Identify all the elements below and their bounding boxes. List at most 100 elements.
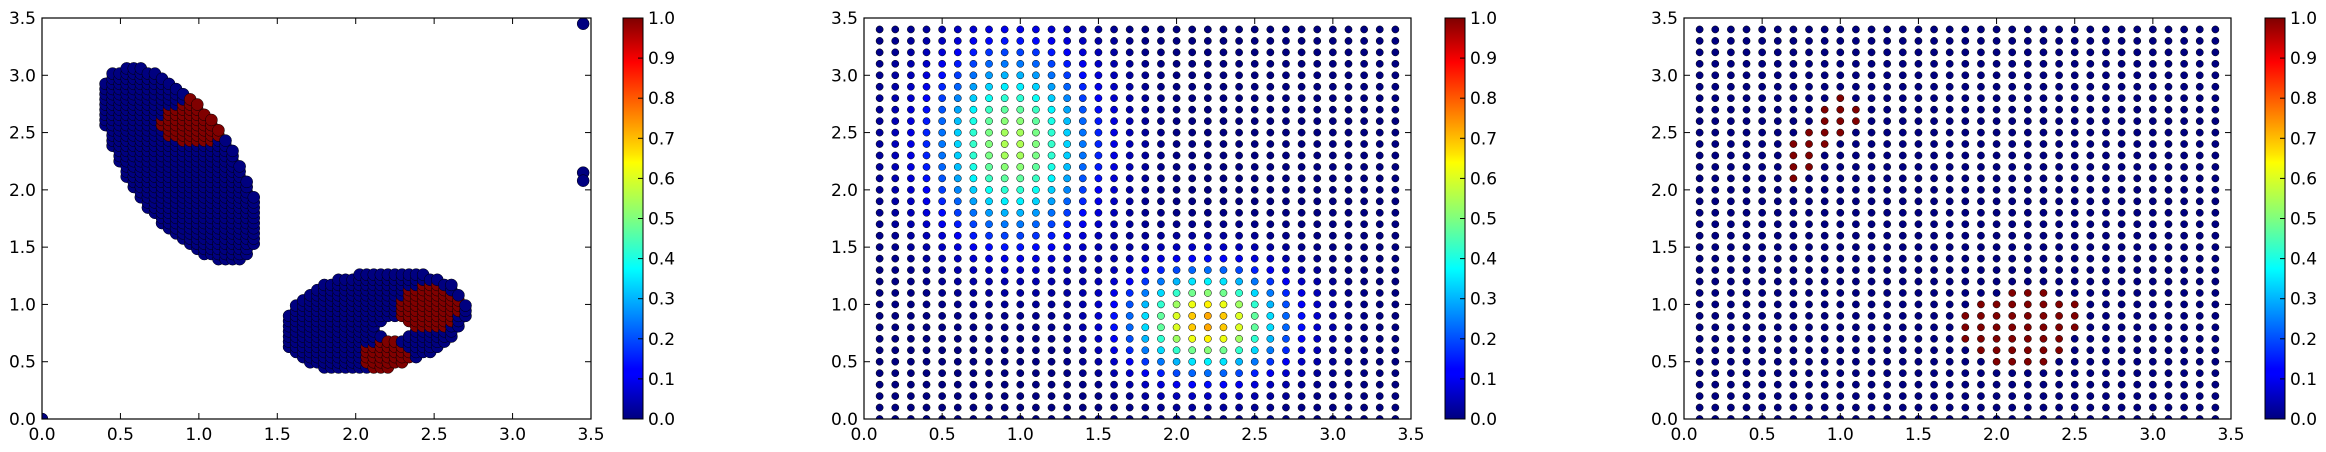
data-point xyxy=(1836,243,1845,251)
data-point xyxy=(1313,266,1322,274)
data-point xyxy=(2133,403,2142,412)
data-point xyxy=(2211,323,2220,332)
data-point xyxy=(938,346,946,355)
data-point xyxy=(1329,71,1337,80)
data-point xyxy=(1250,220,1259,229)
data-point xyxy=(1961,197,1970,206)
data-point xyxy=(1063,380,1072,389)
data-point xyxy=(1219,82,1228,91)
data-point xyxy=(2211,403,2220,412)
data-point xyxy=(1727,380,1735,389)
data-point xyxy=(1727,357,1735,366)
colorbar-tick-label: 0.5 xyxy=(1470,210,1497,230)
data-point xyxy=(875,277,884,286)
data-point xyxy=(2055,140,2063,148)
data-point xyxy=(1789,163,1798,171)
data-point xyxy=(2195,289,2204,297)
data-point xyxy=(1282,289,1290,297)
data-point xyxy=(1063,117,1072,125)
panel-2-plot-area xyxy=(863,17,1412,420)
data-point xyxy=(1820,82,1829,91)
data-point xyxy=(1266,151,1275,160)
data-point xyxy=(1344,323,1353,332)
data-point xyxy=(1250,357,1259,366)
data-point xyxy=(1930,59,1938,68)
data-point xyxy=(1110,369,1118,378)
data-point xyxy=(1313,312,1322,320)
data-point xyxy=(2133,380,2142,389)
data-point xyxy=(1266,94,1275,103)
data-point xyxy=(1297,334,1306,343)
data-point xyxy=(1329,82,1337,91)
colorbar-tick-label: 0.8 xyxy=(1470,89,1497,109)
data-point xyxy=(1141,277,1150,286)
data-point xyxy=(1727,94,1735,103)
data-point xyxy=(1344,128,1353,137)
data-point xyxy=(1047,174,1056,183)
data-point xyxy=(2070,346,2079,355)
data-point xyxy=(1000,277,1009,286)
data-point xyxy=(2195,403,2204,412)
data-point xyxy=(2117,59,2126,68)
data-point xyxy=(2039,140,2048,148)
data-point xyxy=(2149,266,2157,274)
data-point xyxy=(1883,128,1892,137)
data-point xyxy=(1820,220,1829,229)
data-point xyxy=(2023,71,2032,80)
data-point xyxy=(2195,300,2204,309)
data-point xyxy=(1711,128,1720,137)
data-point xyxy=(969,312,978,320)
data-point xyxy=(2055,151,2063,160)
data-point xyxy=(1063,243,1072,251)
data-point xyxy=(1016,71,1025,80)
data-point xyxy=(1945,231,1954,240)
data-point xyxy=(938,369,946,378)
data-point xyxy=(1125,208,1134,217)
data-point xyxy=(2102,403,2110,412)
data-point xyxy=(1992,151,2001,160)
data-point xyxy=(1344,231,1353,240)
data-point xyxy=(1961,231,1970,240)
data-point xyxy=(1219,323,1228,332)
data-point xyxy=(1773,186,1782,194)
data-point xyxy=(1945,140,1954,148)
data-point xyxy=(1016,48,1025,57)
data-point xyxy=(1883,312,1892,320)
data-point xyxy=(922,163,931,171)
data-point xyxy=(2086,277,2095,286)
data-point xyxy=(1313,82,1322,91)
data-point xyxy=(1945,71,1954,80)
data-point xyxy=(1758,94,1766,103)
data-point xyxy=(1235,71,1243,80)
data-point xyxy=(1047,392,1056,400)
data-point xyxy=(1203,94,1212,103)
data-point xyxy=(452,289,465,302)
data-point xyxy=(1391,323,1400,332)
data-point xyxy=(1375,197,1384,206)
data-point xyxy=(1172,243,1181,251)
data-point xyxy=(1758,392,1766,400)
data-point xyxy=(2102,25,2110,34)
data-point xyxy=(1000,357,1009,366)
data-point xyxy=(2164,37,2173,45)
colorbar-tick-label: 0.3 xyxy=(1470,290,1497,310)
data-point xyxy=(1032,277,1040,286)
data-point xyxy=(1078,163,1087,171)
data-point xyxy=(953,25,962,34)
data-point xyxy=(1000,231,1009,240)
data-point xyxy=(1125,357,1134,366)
data-point xyxy=(2102,151,2110,160)
data-point xyxy=(1711,71,1720,80)
data-point xyxy=(1141,231,1150,240)
data-point xyxy=(2133,59,2142,68)
data-point xyxy=(1282,220,1290,229)
data-point xyxy=(1898,289,1907,297)
data-point xyxy=(2102,48,2110,57)
data-point xyxy=(1235,163,1243,171)
data-point xyxy=(1141,289,1150,297)
data-point xyxy=(1110,403,1118,412)
data-point xyxy=(1157,369,1165,378)
data-point xyxy=(1297,117,1306,125)
data-point xyxy=(1094,128,1103,137)
data-point xyxy=(1157,334,1165,343)
